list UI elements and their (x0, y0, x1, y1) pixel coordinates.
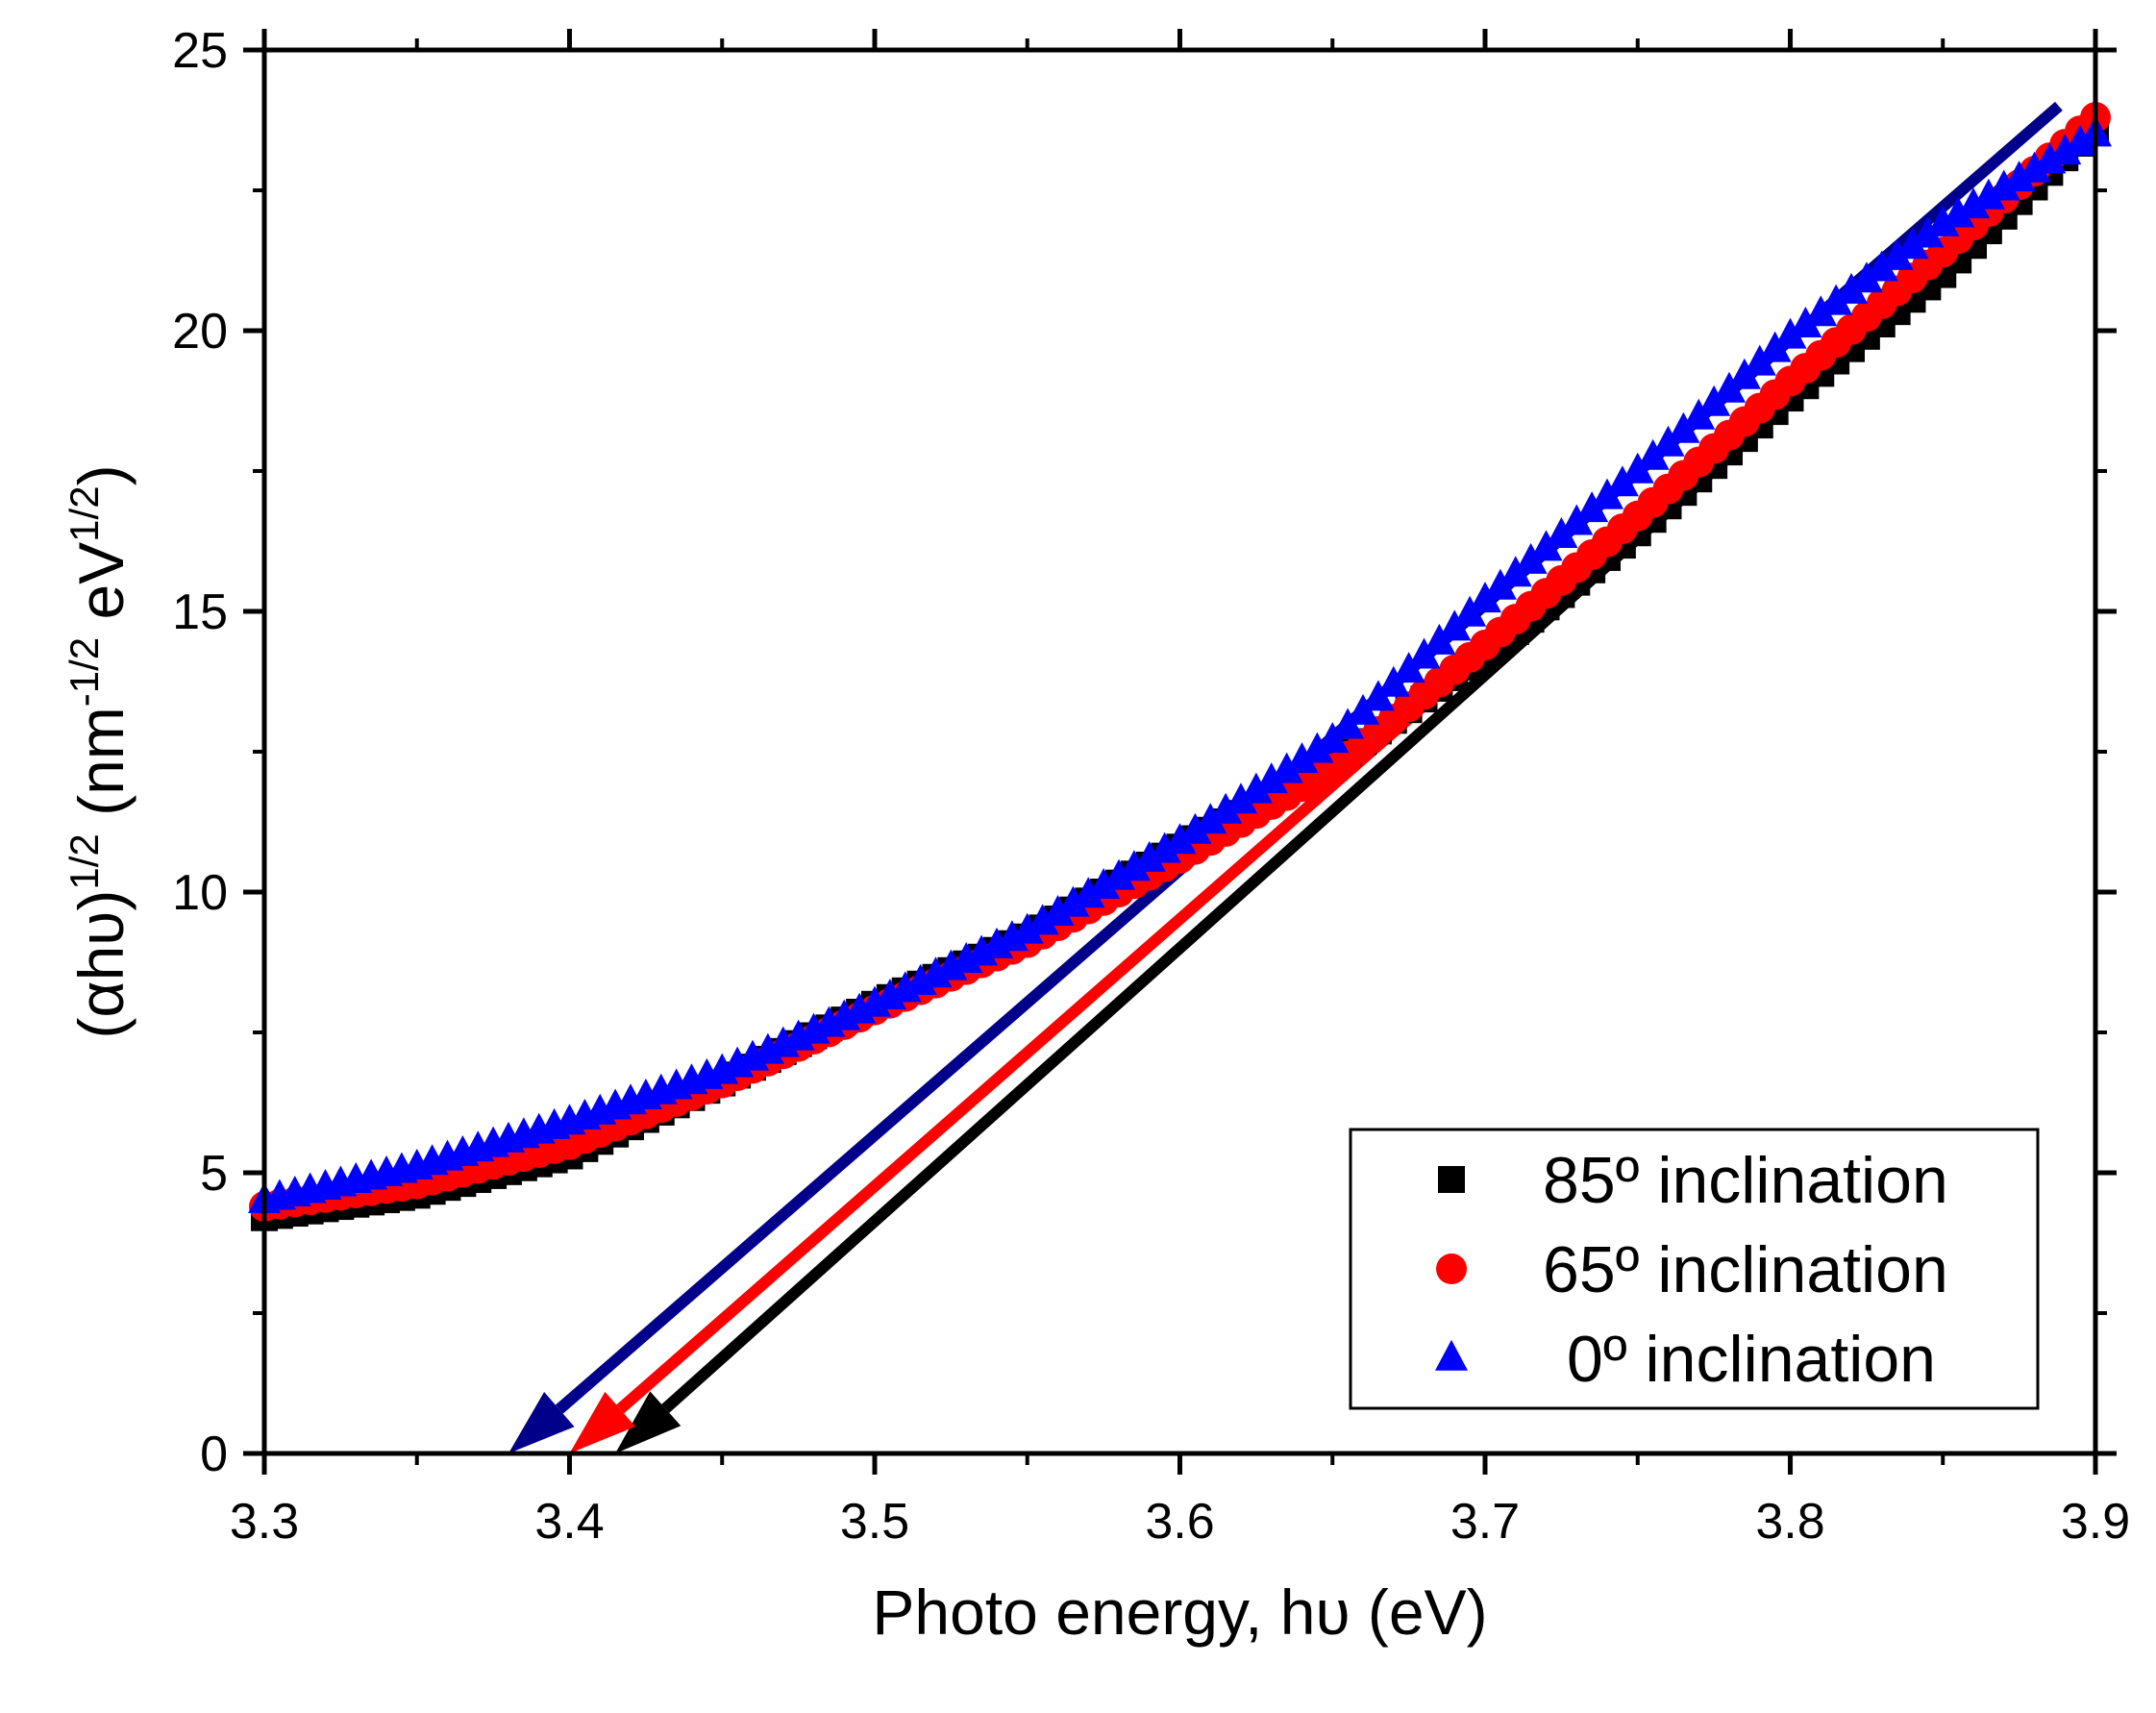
data-point-series-2 (1087, 867, 1121, 899)
x-tick-label: 3.7 (1450, 1494, 1520, 1550)
data-point-series-2 (1529, 530, 1563, 561)
legend-marker-series-1 (1436, 1254, 1467, 1284)
data-point-series-2 (1041, 894, 1075, 926)
x-tick-label: 3.8 (1755, 1494, 1824, 1550)
legend-marker-series-2 (1435, 1339, 1468, 1371)
x-tick-label: 3.9 (2061, 1494, 2130, 1550)
data-point-series-2 (2048, 134, 2082, 165)
data-point-series-2 (1010, 912, 1044, 944)
data-point-series-2 (1178, 812, 1212, 844)
legend-marker-series-0 (1438, 1166, 1465, 1193)
data-point-series-2 (1880, 238, 1914, 270)
data-point-series-2 (1285, 742, 1319, 774)
data-point-series-2 (2018, 151, 2051, 183)
y-tick-label: 20 (172, 304, 228, 360)
y-axis-title-base: (αhυ) (65, 890, 136, 1039)
data-point-series-2 (1789, 306, 1822, 337)
y-tick-label: 0 (200, 1427, 228, 1482)
data-point-series-2 (1254, 762, 1288, 794)
data-point-series-2 (1072, 877, 1105, 908)
data-point-series-2 (1971, 178, 2005, 210)
data-point-series-2 (1545, 516, 1578, 548)
data-point-series-2 (1896, 228, 1929, 260)
y-axis-title-unit-close: ) (65, 464, 136, 485)
data-point-series-2 (1820, 284, 1853, 315)
data-point-series-2 (1194, 803, 1227, 834)
y-axis-title-exp2: -1/2 (62, 637, 107, 707)
fit-arrow-head-series-1 (569, 1391, 635, 1453)
data-markers (248, 102, 2112, 1231)
data-point-series-2 (1926, 205, 1960, 236)
data-point-series-2 (1301, 732, 1334, 763)
y-axis-title-exp1: 1/2 (62, 833, 107, 889)
data-point-series-2 (1849, 261, 1883, 293)
data-point-series-2 (1209, 792, 1243, 824)
data-point-series-2 (1605, 465, 1639, 497)
data-point-series-2 (1270, 752, 1303, 783)
legend-label-series-1: 65º inclination (1543, 1233, 1948, 1306)
x-tick-label: 3.5 (840, 1494, 909, 1550)
data-point-series-2 (1773, 317, 1807, 349)
data-point-series-2 (1957, 187, 1990, 219)
data-point-series-2 (1942, 196, 1975, 228)
fit-arrow-head-series-0 (615, 1391, 681, 1453)
data-point-series-2 (1483, 568, 1517, 600)
legend: 85º inclination 65º inclination 0º inclina… (1349, 1128, 2040, 1410)
x-tick-label: 3.6 (1145, 1494, 1214, 1550)
legend-label-series-2: 0º inclination (1567, 1323, 1936, 1396)
x-tick-label: 3.4 (534, 1494, 604, 1550)
legend-label-series-0: 85º inclination (1543, 1144, 1948, 1217)
y-tick-label: 10 (172, 865, 228, 921)
y-axis-title-unit-open: (nm (65, 707, 136, 833)
data-point-series-2 (2064, 124, 2097, 156)
y-tick-label: 5 (200, 1146, 228, 1202)
y-axis-title-unit-mid: eV (65, 542, 136, 637)
data-point-series-2 (1148, 832, 1181, 863)
fit-arrow-head-series-2 (508, 1391, 575, 1453)
data-point-series-2 (1026, 904, 1059, 935)
data-point-series-2 (1499, 556, 1532, 587)
y-axis-title: (αhυ)1/2 (nm-1/2 eV1/2) (62, 464, 136, 1038)
data-point-series-2 (1225, 782, 1257, 814)
data-point-series-2 (2002, 161, 2036, 192)
data-point-series-2 (2033, 142, 2067, 174)
data-point-series-2 (1804, 295, 1838, 327)
data-point-series-2 (1575, 491, 1609, 523)
data-point-series-2 (1239, 772, 1273, 804)
data-point-series-2 (1560, 504, 1594, 535)
data-point-series-2 (1835, 272, 1868, 304)
data-point-series-2 (1056, 885, 1090, 917)
y-axis-title-exp3: 1/2 (62, 485, 107, 541)
data-point-series-2 (1514, 542, 1548, 574)
data-point-series-2 (1865, 250, 1898, 282)
x-axis-title: Photo energy, hυ (eV) (872, 1576, 1487, 1648)
data-point-series-2 (1163, 823, 1197, 855)
data-point-series-2 (1591, 478, 1623, 509)
data-point-series-2 (1132, 840, 1166, 872)
data-point-series-2 (1117, 850, 1151, 881)
data-point-series-2 (1987, 169, 2020, 201)
data-point-series-2 (1911, 216, 1945, 248)
data-point-series-2 (1469, 582, 1501, 613)
tick-labels: 3.3 3.4 3.5 3.6 3.7 3.8 3.9 0 5 10 15 20 25 (172, 23, 2130, 1550)
y-tick-label: 15 (172, 584, 228, 640)
y-tick-label: 25 (172, 23, 228, 79)
axis-ticks (243, 29, 2117, 1475)
data-point-series-2 (1103, 858, 1135, 890)
x-tick-label: 3.3 (230, 1494, 299, 1550)
